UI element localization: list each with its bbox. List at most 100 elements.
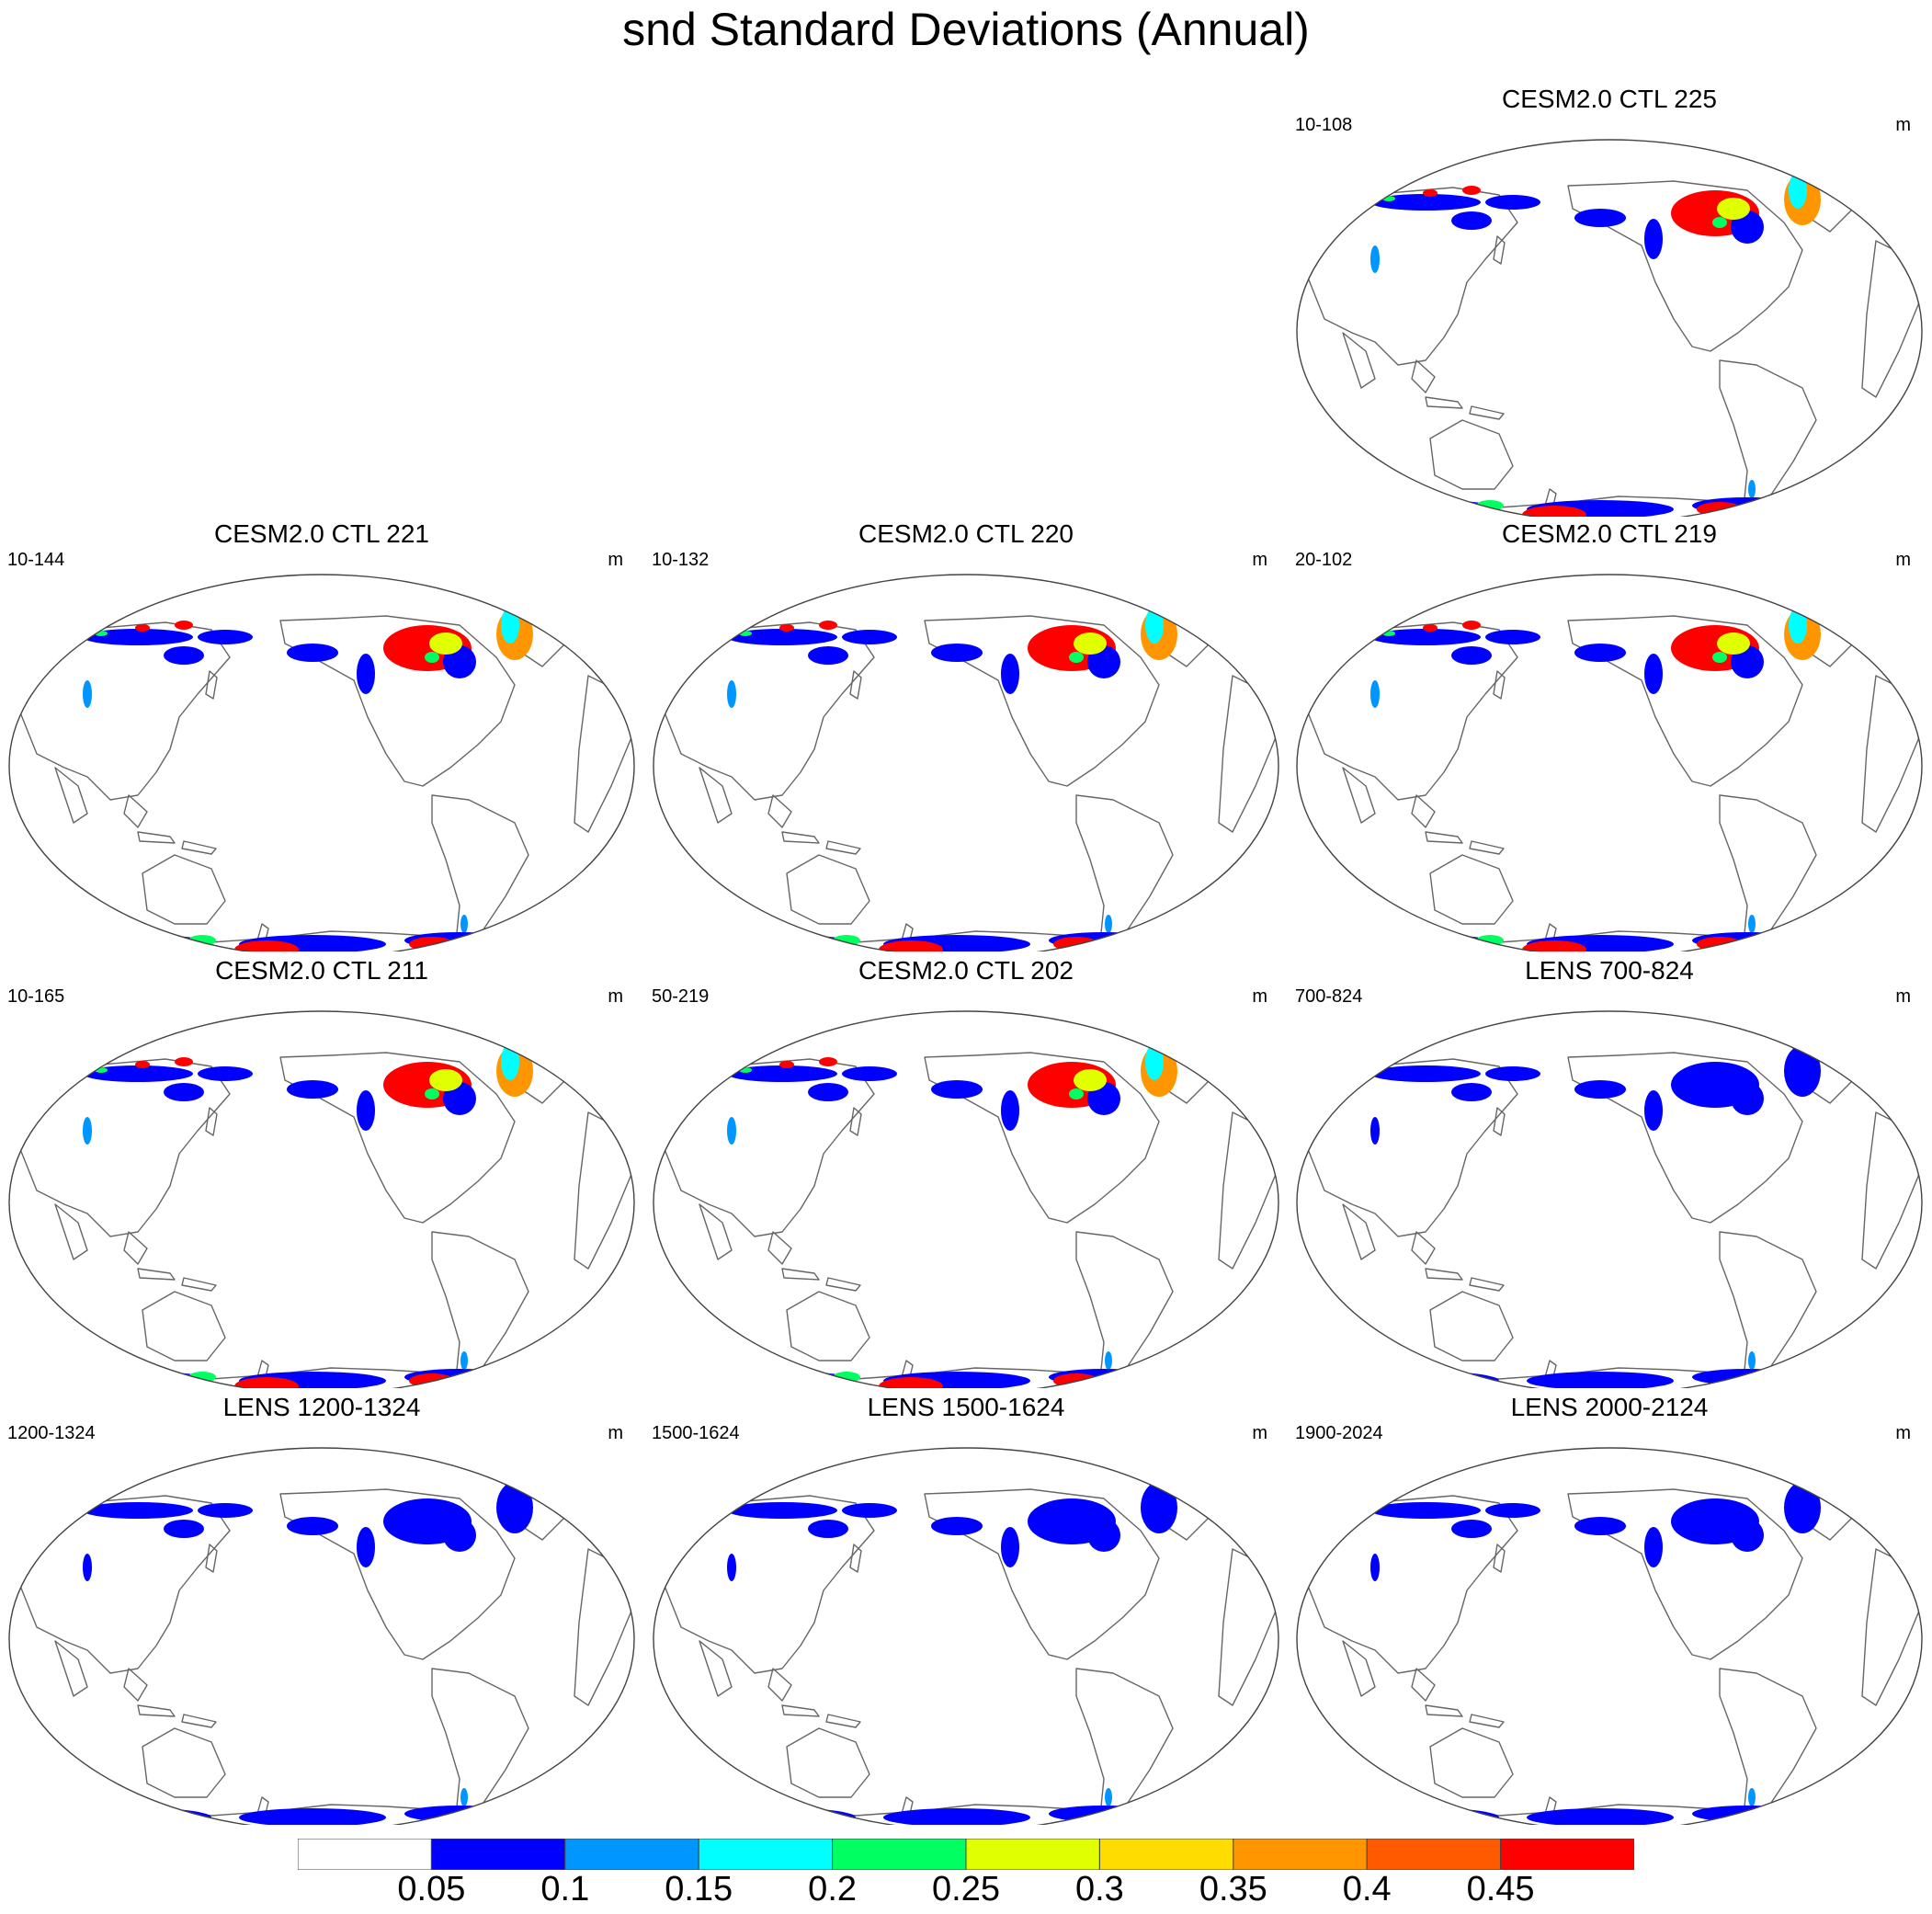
robinson-map bbox=[8, 1010, 635, 1388]
south-america-coastline bbox=[431, 794, 529, 951]
africa-coastline bbox=[1861, 675, 1922, 833]
colorbar-box bbox=[1366, 1839, 1502, 1870]
snow-patch-siberia bbox=[83, 1502, 193, 1519]
snow-patch-antarctica-west bbox=[1370, 1808, 1499, 1825]
snow-patch-antarctica-red bbox=[1522, 506, 1586, 517]
snow-patch-antarctica-east bbox=[1692, 1369, 1802, 1385]
snow-patch-siberia-red bbox=[175, 621, 193, 630]
map-frame bbox=[8, 574, 635, 951]
colorbar-box bbox=[1098, 1839, 1234, 1870]
snow-patch-siberia-red bbox=[1462, 621, 1481, 630]
colorbar-tick-label: 0.05 bbox=[397, 1870, 466, 1908]
south-america-coastline bbox=[1075, 1231, 1174, 1388]
india-coastline bbox=[54, 1203, 88, 1260]
snow-patch-antarctica-mid bbox=[1527, 1808, 1674, 1825]
snow-patch-greenland-rim bbox=[496, 1482, 533, 1533]
snow-patch-antarctica-red bbox=[1522, 940, 1586, 951]
japan-coastline bbox=[1493, 1544, 1506, 1573]
new-guinea-coastline bbox=[825, 1714, 861, 1728]
snow-patch-siberia-red-2 bbox=[1423, 624, 1438, 632]
india-coastline bbox=[1342, 332, 1376, 389]
map-content bbox=[653, 607, 1279, 951]
snow-patch-siberia bbox=[83, 1065, 193, 1082]
snow-patch-scandinavia bbox=[1231, 1496, 1253, 1529]
new-guinea-coastline bbox=[1469, 1714, 1505, 1728]
north-america-coastline bbox=[924, 1488, 1160, 1660]
africa-coastline bbox=[1218, 1548, 1279, 1706]
colorbar-box bbox=[430, 1839, 566, 1870]
snow-patch-antarctica-red bbox=[234, 940, 299, 951]
indonesia-coastline bbox=[1425, 396, 1463, 409]
asia-coastline bbox=[1307, 1495, 1518, 1674]
se-asia-coastline bbox=[1411, 1231, 1436, 1265]
panel-range: 1200-1324 bbox=[7, 1423, 96, 1443]
se-asia-coastline bbox=[767, 1231, 792, 1265]
snow-patch-chukotka bbox=[198, 630, 253, 644]
snow-patch-canada-yellow bbox=[429, 632, 462, 655]
snow-patch-andes bbox=[1748, 1351, 1756, 1370]
asia-coastline bbox=[19, 621, 231, 801]
panel-units: m bbox=[1252, 986, 1267, 1007]
north-america-coastline bbox=[924, 615, 1160, 787]
map-content bbox=[1297, 1482, 1922, 1825]
panel-range: 1900-2024 bbox=[1295, 1423, 1383, 1443]
japan-coastline bbox=[849, 670, 862, 700]
se-asia-coastline bbox=[767, 794, 792, 828]
colorbar-box bbox=[298, 1839, 432, 1870]
se-asia-coastline bbox=[1411, 1668, 1436, 1702]
snow-patch-greenland-cyan bbox=[1145, 607, 1164, 644]
robinson-map bbox=[653, 574, 1279, 951]
snow-patch-siberia bbox=[1370, 1502, 1481, 1519]
panel-range: 10-144 bbox=[7, 550, 65, 570]
africa-coastline bbox=[574, 675, 634, 833]
south-america-coastline bbox=[1719, 1231, 1817, 1388]
snow-patch-siberia bbox=[83, 629, 193, 645]
panel-range: 10-108 bbox=[1295, 115, 1353, 135]
snow-patch-cordillera bbox=[1644, 1090, 1663, 1131]
snow-patch-scandinavia bbox=[586, 1496, 608, 1529]
japan-coastline bbox=[849, 1107, 862, 1136]
snow-patch-siberia bbox=[727, 1502, 837, 1519]
map-frame bbox=[653, 1010, 1279, 1388]
snow-patch-east-asia bbox=[1451, 211, 1492, 230]
robinson-map bbox=[1296, 574, 1923, 951]
snow-patch-antarctica-red bbox=[879, 1377, 943, 1388]
map-content bbox=[1297, 172, 1922, 517]
snow-patch-antarctica-mid bbox=[883, 1808, 1030, 1825]
new-guinea-coastline bbox=[181, 1277, 217, 1292]
snow-patch-siberia-red bbox=[819, 1057, 837, 1066]
colorbar-tick-label: 0.15 bbox=[665, 1870, 733, 1908]
snow-patch-east-asia bbox=[808, 646, 848, 665]
panel-units: m bbox=[608, 1423, 623, 1443]
snow-patch-alaska bbox=[931, 1517, 983, 1535]
india-coastline bbox=[1342, 767, 1376, 824]
africa-coastline bbox=[574, 1548, 634, 1706]
india-coastline bbox=[699, 1640, 733, 1697]
snow-patch-chukotka bbox=[842, 1066, 897, 1081]
snow-patch-andes bbox=[1105, 1788, 1112, 1806]
colorbar-tick-label: 0.45 bbox=[1466, 1870, 1535, 1908]
indonesia-coastline bbox=[1425, 831, 1463, 844]
snow-patch-antarctica-mid bbox=[239, 1808, 386, 1825]
snow-patch-central-asia bbox=[83, 680, 92, 708]
snow-patch-hudson bbox=[1087, 1519, 1120, 1552]
colorbar-tick-label: 0.3 bbox=[1074, 1870, 1124, 1908]
snow-patch-antarctica-west bbox=[83, 1808, 211, 1825]
map-panel-lens-700: LENS 700-824 700-824 m bbox=[1288, 956, 1931, 1388]
snow-patch-central-asia bbox=[727, 680, 736, 708]
snow-patch-chukotka bbox=[842, 1503, 897, 1518]
snow-patch-scandinavia bbox=[586, 1059, 608, 1092]
map-frame bbox=[1296, 139, 1923, 517]
snow-patch-central-asia bbox=[1370, 1117, 1380, 1145]
map-panel-ctl-202: CESM2.0 CTL 202 50-219 m bbox=[644, 956, 1288, 1388]
snow-patch-cordillera bbox=[357, 1527, 375, 1567]
map-panel-ctl-219: CESM2.0 CTL 219 20-102 m bbox=[1288, 519, 1931, 951]
robinson-map bbox=[8, 574, 635, 951]
colorbar-tick-label: 0.4 bbox=[1342, 1870, 1392, 1908]
map-panel-lens-1500: LENS 1500-1624 1500-1624 m bbox=[644, 1393, 1288, 1825]
snow-patch-east-asia bbox=[808, 1520, 848, 1538]
snow-patch-andes bbox=[460, 915, 468, 933]
snow-patch-siberia-red-2 bbox=[779, 624, 794, 632]
colorbar-box bbox=[832, 1839, 967, 1870]
snow-patch-central-asia bbox=[1370, 1554, 1380, 1581]
